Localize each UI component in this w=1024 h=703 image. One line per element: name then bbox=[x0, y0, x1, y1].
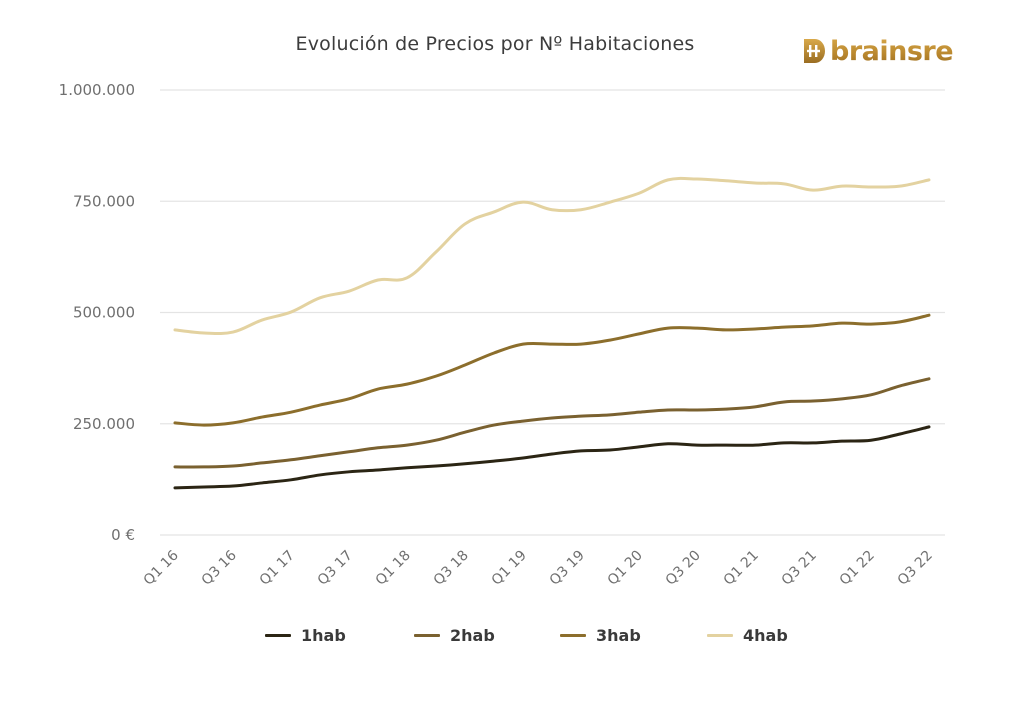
x-tick-label: Q3 22 bbox=[895, 548, 936, 589]
x-tick-label: Q1 17 bbox=[257, 548, 298, 589]
series-line-1hab bbox=[173, 425, 931, 490]
legend-swatch bbox=[707, 634, 733, 637]
gridlines bbox=[160, 89, 945, 536]
x-tick-label: Q3 18 bbox=[431, 548, 472, 589]
x-tick-label: Q3 20 bbox=[663, 548, 704, 589]
y-tick-label: 250.000 bbox=[73, 415, 135, 433]
legend-label: 4hab bbox=[743, 626, 788, 645]
y-tick-label: 750.000 bbox=[73, 192, 135, 210]
legend-swatch bbox=[265, 634, 291, 637]
legend-item-1hab[interactable]: 1hab bbox=[265, 626, 346, 645]
x-tick-label: Q1 16 bbox=[141, 547, 182, 588]
legend-swatch bbox=[414, 634, 440, 637]
brand-logo: brainsre bbox=[804, 34, 954, 68]
y-tick-label: 500.000 bbox=[73, 304, 135, 322]
legend-label: 2hab bbox=[450, 626, 495, 645]
legend-item-3hab[interactable]: 3hab bbox=[560, 626, 641, 645]
legend-item-2hab[interactable]: 2hab bbox=[414, 626, 495, 645]
chart-title: Evolución de Precios por Nº Habitaciones bbox=[295, 33, 695, 55]
y-tick-label: 1.000.000 bbox=[59, 81, 135, 99]
brainsre-logo-icon bbox=[804, 39, 825, 63]
logo-text: brainsre bbox=[830, 35, 954, 67]
x-axis-ticks: Q1 16 Q3 16 Q1 17 Q3 17 Q1 18 Q3 18 Q1 19 Q3 19… bbox=[141, 547, 936, 588]
legend-swatch bbox=[560, 634, 586, 637]
legend-item-4hab[interactable]: 4hab bbox=[707, 626, 788, 645]
legend-label: 1hab bbox=[301, 626, 346, 645]
x-tick-label: Q3 16 bbox=[199, 547, 240, 588]
x-tick-label: Q3 19 bbox=[547, 548, 588, 589]
series-line-4hab bbox=[173, 176, 931, 336]
y-axis-ticks: 0 € 250.000 500.000 750.000 1.000.000 bbox=[59, 81, 135, 544]
x-tick-label: Q3 17 bbox=[315, 548, 356, 589]
y-tick-label: 0 € bbox=[111, 526, 135, 544]
x-tick-label: Q1 21 bbox=[721, 548, 762, 589]
x-tick-label: Q3 21 bbox=[779, 548, 820, 589]
series-line-3hab bbox=[173, 313, 931, 427]
x-tick-label: Q1 22 bbox=[837, 548, 878, 589]
series-lines bbox=[173, 176, 931, 490]
x-tick-label: Q1 18 bbox=[373, 548, 414, 589]
x-tick-label: Q1 19 bbox=[489, 548, 530, 589]
series-line-2hab bbox=[173, 377, 931, 469]
legend-label: 3hab bbox=[596, 626, 641, 645]
x-tick-label: Q1 20 bbox=[605, 548, 646, 589]
